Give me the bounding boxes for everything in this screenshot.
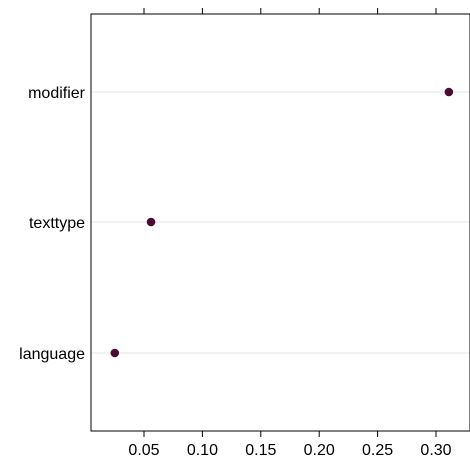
- data-point-texttype: [146, 217, 156, 227]
- x-tick-label-0.30: 0.30: [420, 442, 451, 457]
- x-tick-label-0.20: 0.20: [304, 442, 335, 457]
- y-tick-label-texttype: texttype: [29, 215, 85, 232]
- x-tick-label-0.15: 0.15: [245, 442, 276, 457]
- data-points: [110, 87, 454, 358]
- data-point-language: [110, 348, 120, 358]
- x-tick-label-0.25: 0.25: [362, 442, 393, 457]
- y-tick-label-language: language: [19, 346, 85, 363]
- plot-frame: [90, 13, 470, 432]
- x-tick-label-0.10: 0.10: [187, 442, 218, 457]
- y-tick-label-modifier: modifier: [28, 85, 86, 102]
- x-tick-label-0.05: 0.05: [128, 442, 159, 457]
- axis-labels: language texttype modifier 0.05 0.10 0.15 0.20…: [19, 85, 452, 459]
- axis-ticks: [143, 8, 437, 437]
- data-point-modifier: [444, 87, 454, 97]
